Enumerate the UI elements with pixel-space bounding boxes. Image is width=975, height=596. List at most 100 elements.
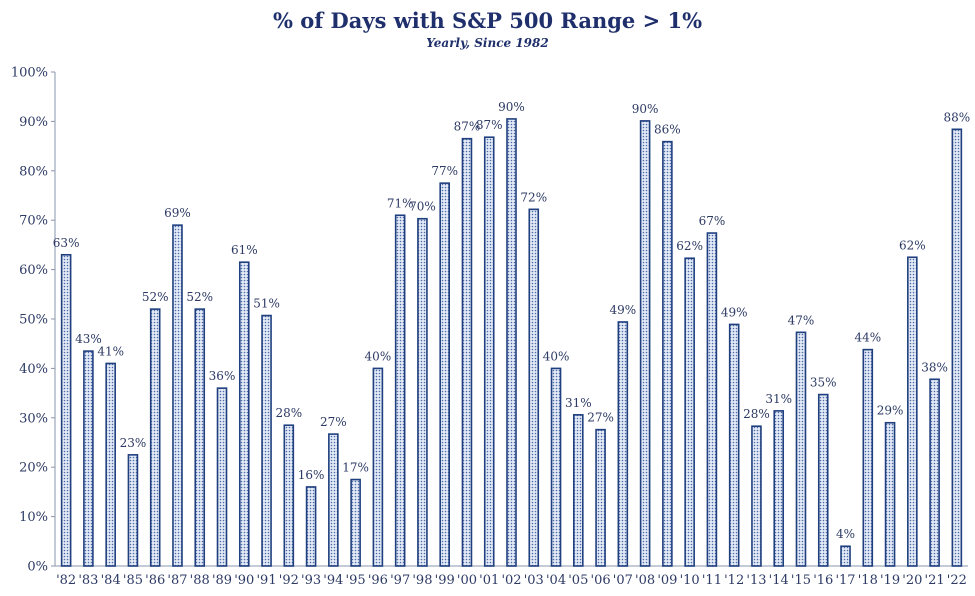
x-tick-label: '12 — [724, 573, 744, 588]
bar — [795, 331, 807, 567]
x-tick-label: '89 — [212, 573, 232, 588]
data-label: 38% — [921, 360, 948, 374]
data-label: 63% — [53, 236, 80, 250]
y-tick-label: 30% — [19, 411, 48, 426]
y-tick-label: 60% — [19, 263, 48, 278]
bar — [372, 367, 384, 567]
data-label: 41% — [97, 344, 124, 358]
data-label: 86% — [654, 123, 681, 137]
x-tick-label: '05 — [568, 573, 588, 588]
x-tick-label: '20 — [902, 573, 922, 588]
y-axis: 0% 10% 20% 30% 40% 50% 60% 70% 80% 90% 100% — [11, 66, 56, 575]
x-tick-label: '11 — [702, 573, 722, 588]
bar — [684, 257, 695, 567]
x-tick-label: '91 — [256, 573, 276, 588]
x-tick-label: '02 — [501, 573, 521, 588]
y-tick-label: 0% — [27, 560, 48, 575]
x-tick-label: '22 — [947, 573, 967, 588]
bar — [550, 367, 562, 567]
x-tick-label: '98 — [412, 573, 432, 588]
x-tick-label: '04 — [546, 573, 566, 588]
data-label: 62% — [676, 239, 703, 253]
chart-subtitle: Yearly, Since 1982 — [426, 36, 549, 50]
data-label: 28% — [743, 407, 770, 421]
bar — [573, 414, 584, 567]
data-label: 36% — [209, 369, 236, 383]
x-tick-label: '09 — [657, 573, 677, 588]
data-label: 61% — [231, 243, 258, 257]
x-tick-label: '15 — [791, 573, 811, 588]
bar — [439, 182, 450, 567]
data-label: 72% — [520, 190, 547, 204]
data-label: 90% — [498, 100, 525, 114]
bar — [417, 217, 428, 567]
x-tick-label: '03 — [524, 573, 544, 588]
data-label: 31% — [565, 396, 592, 410]
x-tick-label: '06 — [591, 573, 611, 588]
y-tick-label: 10% — [19, 510, 48, 525]
y-tick-label: 90% — [19, 115, 48, 130]
bar — [394, 214, 406, 567]
x-tick-label: '99 — [435, 573, 455, 588]
x-tick-label: '97 — [390, 573, 410, 588]
x-tick-label: '87 — [167, 573, 187, 588]
bar — [862, 348, 874, 567]
data-label: 62% — [899, 238, 926, 252]
data-label: 23% — [120, 436, 147, 450]
x-tick-label: '88 — [190, 573, 210, 588]
y-tick-label: 70% — [19, 214, 48, 229]
bar — [929, 378, 940, 567]
bar — [105, 362, 116, 567]
data-label: 90% — [632, 102, 659, 116]
x-tick-label: '92 — [279, 573, 299, 588]
bar — [238, 261, 250, 567]
x-tick-label: '84 — [101, 573, 121, 588]
bar — [127, 454, 139, 567]
x-tick-label: '95 — [346, 573, 366, 588]
x-tick-label: '19 — [880, 573, 900, 588]
x-tick-label: '07 — [613, 573, 633, 588]
bar — [506, 118, 517, 567]
x-tick-label: '08 — [635, 573, 655, 588]
bar — [528, 208, 540, 567]
data-label: 40% — [543, 349, 570, 363]
y-tick-label: 80% — [19, 164, 48, 179]
x-axis: '82'83'84'85'86'87'88'89'90'91'92'93'94 '… — [55, 565, 968, 588]
data-label: 67% — [699, 214, 726, 228]
bar — [595, 428, 606, 567]
data-label: 35% — [810, 376, 837, 390]
y-tick-label: 20% — [19, 461, 48, 476]
x-tick-label: '17 — [835, 573, 855, 588]
bar — [149, 308, 161, 567]
data-label: 43% — [75, 332, 102, 346]
x-tick-label: '93 — [301, 573, 321, 588]
data-label: 52% — [142, 290, 169, 304]
x-tick-label: '01 — [479, 573, 499, 588]
x-tick-label: '82 — [56, 573, 76, 588]
x-tick-label: '21 — [925, 573, 945, 588]
data-label: 87% — [476, 118, 503, 132]
bar — [194, 308, 206, 567]
data-labels: 63% 43%41% 23% 52% 69% 52% 36% 61% 51% 28% 16% 27% 1… — [53, 100, 970, 541]
x-tick-label: '13 — [746, 573, 766, 588]
data-label: 29% — [877, 404, 904, 418]
x-tick-label: '86 — [145, 573, 165, 588]
data-label: 52% — [186, 290, 213, 304]
bar — [328, 433, 339, 567]
data-label: 47% — [788, 313, 815, 327]
bars — [60, 118, 963, 567]
bar — [751, 425, 762, 567]
bar — [305, 486, 317, 567]
bar — [706, 232, 718, 567]
bar — [884, 421, 896, 567]
bar — [617, 321, 629, 567]
data-label: 49% — [610, 303, 637, 317]
bar — [483, 136, 495, 567]
data-label: 31% — [765, 392, 792, 406]
data-label: 87% — [454, 120, 481, 134]
data-label: 17% — [342, 461, 369, 475]
x-tick-label: '90 — [234, 573, 254, 588]
data-label: 49% — [721, 305, 748, 319]
